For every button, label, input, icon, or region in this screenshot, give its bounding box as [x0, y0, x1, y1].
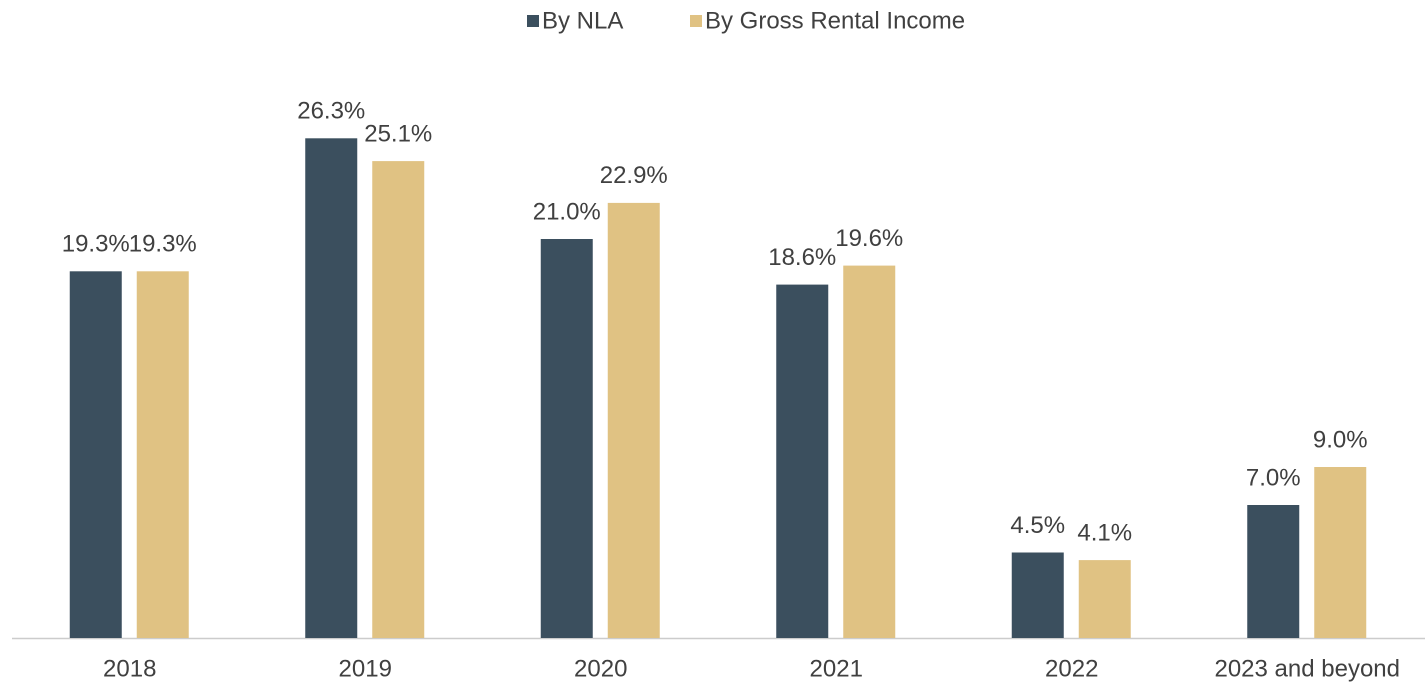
data-label: 25.1%: [364, 120, 432, 147]
x-tick-label: 2021: [810, 655, 863, 682]
x-tick-label: 2019: [339, 655, 392, 682]
bar: [305, 138, 358, 639]
x-tick-label: 2022: [1045, 655, 1098, 682]
data-label: 19.3%: [62, 231, 130, 258]
data-label: 19.6%: [835, 225, 903, 252]
bar: [540, 239, 593, 638]
x-tick-label: 2020: [574, 655, 627, 682]
legend-label: By NLA: [542, 7, 623, 34]
bar: [843, 265, 896, 638]
bar: [1314, 467, 1367, 638]
data-label: 4.1%: [1077, 519, 1132, 546]
data-label: 7.0%: [1246, 464, 1301, 491]
data-label: 21.0%: [533, 198, 601, 225]
x-tick-label: 2023 and beyond: [1214, 655, 1400, 682]
data-label: 18.6%: [768, 244, 836, 271]
legend-swatch: [527, 15, 539, 27]
data-label: 9.0%: [1313, 426, 1368, 453]
bar: [372, 161, 425, 638]
bar: [1247, 505, 1300, 638]
bar: [136, 271, 189, 638]
data-label: 4.5%: [1010, 512, 1065, 539]
bar: [1078, 560, 1131, 638]
bar: [1011, 552, 1064, 638]
bar: [69, 271, 122, 638]
x-tick-label: 2018: [103, 655, 156, 682]
data-label: 26.3%: [297, 98, 365, 125]
bar: [607, 202, 660, 638]
legend-swatch: [690, 15, 702, 27]
legend-label: By Gross Rental Income: [705, 7, 965, 34]
data-label: 22.9%: [600, 162, 668, 189]
bar: [776, 284, 829, 638]
data-label: 19.3%: [129, 231, 197, 258]
